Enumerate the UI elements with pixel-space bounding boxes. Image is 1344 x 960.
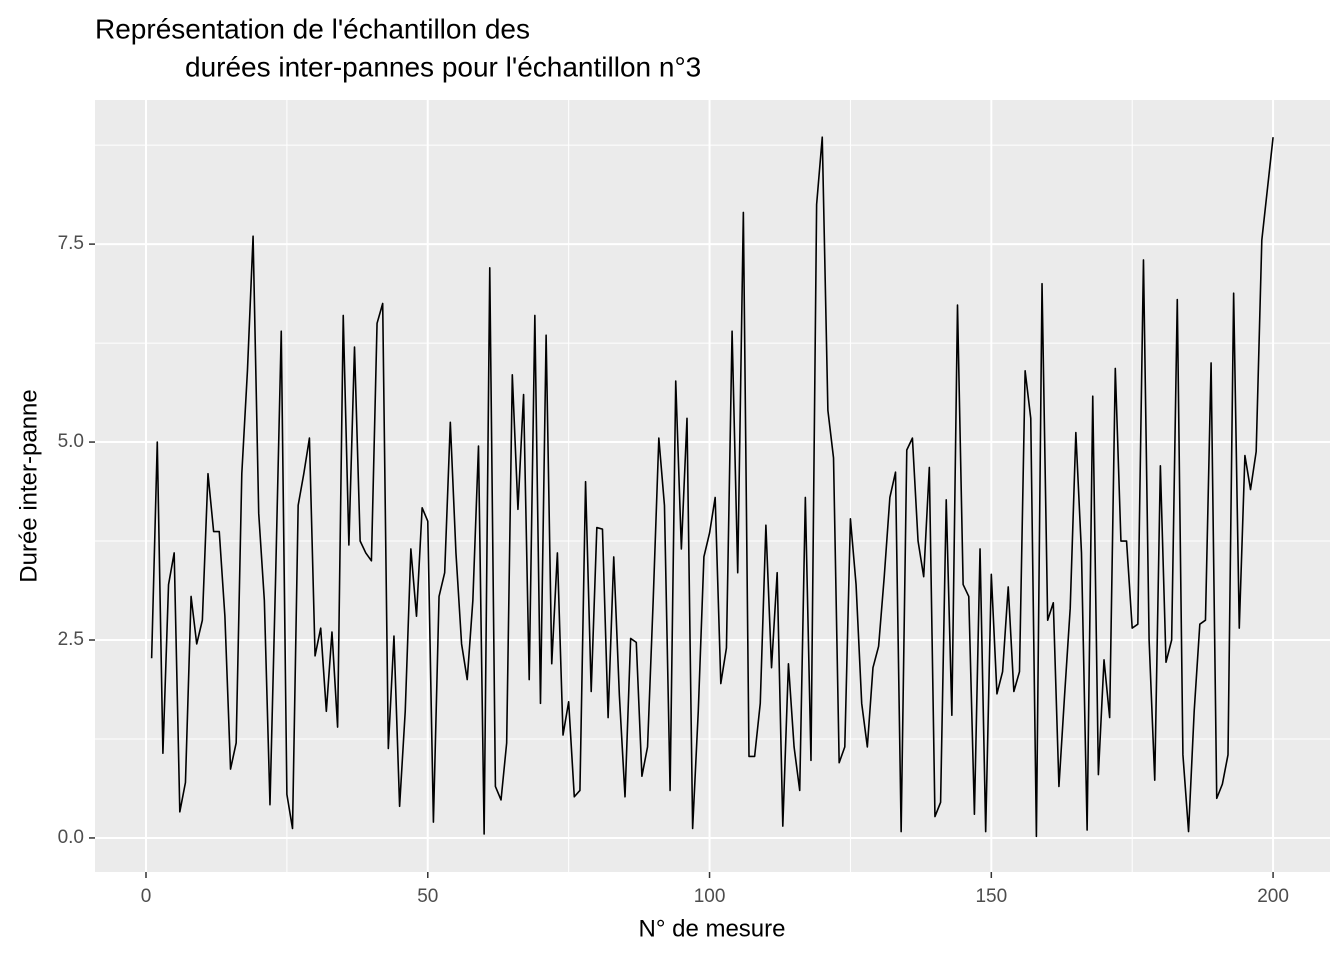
panel xyxy=(95,100,1330,872)
y-tick-label: 2.5 xyxy=(58,629,84,650)
x-tick-label: 50 xyxy=(417,886,438,907)
chart-title: Représentation de l'échantillon des xyxy=(95,13,530,44)
x-tick-label: 200 xyxy=(1257,886,1289,907)
x-tick-label: 150 xyxy=(975,886,1007,907)
y-tick-label: 0.0 xyxy=(58,827,84,848)
x-tick-label: 100 xyxy=(694,886,726,907)
x-axis-title: N° de mesure xyxy=(639,915,786,942)
y-axis-title: Durée inter-panne xyxy=(15,389,42,582)
x-tick-label: 0 xyxy=(141,886,152,907)
y-tick-label: 5.0 xyxy=(58,431,84,452)
y-tick-label: 7.5 xyxy=(58,233,84,254)
data-line xyxy=(150,136,1274,838)
chart-title: durées inter-pannes pour l'échantillon n… xyxy=(185,51,701,82)
